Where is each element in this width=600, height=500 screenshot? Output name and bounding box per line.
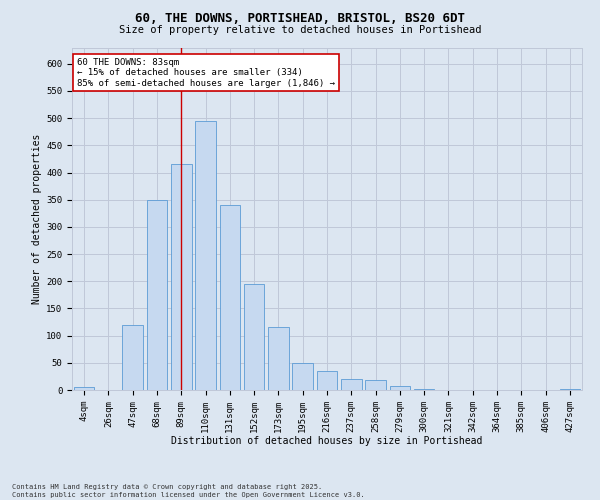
Bar (365, 380, 386, 390)
Bar (74, 388, 94, 390)
Bar (317, 371, 337, 390)
Bar (389, 386, 410, 390)
Text: Contains HM Land Registry data © Crown copyright and database right 2025.
Contai: Contains HM Land Registry data © Crown c… (12, 484, 365, 498)
Bar (414, 389, 434, 390)
Bar (244, 284, 265, 390)
Bar (146, 200, 167, 390)
Y-axis label: Number of detached properties: Number of detached properties (32, 134, 42, 304)
Bar (268, 328, 289, 390)
Bar (122, 325, 143, 390)
Bar (560, 389, 580, 390)
Text: Size of property relative to detached houses in Portishead: Size of property relative to detached ho… (119, 25, 481, 35)
X-axis label: Distribution of detached houses by size in Portishead: Distribution of detached houses by size … (172, 436, 482, 446)
Bar (220, 205, 240, 390)
Text: 60, THE DOWNS, PORTISHEAD, BRISTOL, BS20 6DT: 60, THE DOWNS, PORTISHEAD, BRISTOL, BS20… (135, 12, 465, 26)
Bar (195, 121, 216, 390)
Bar (171, 164, 191, 390)
Bar (292, 363, 313, 390)
Bar (341, 379, 362, 390)
Text: 60 THE DOWNS: 83sqm
← 15% of detached houses are smaller (334)
85% of semi-detac: 60 THE DOWNS: 83sqm ← 15% of detached ho… (77, 58, 335, 88)
